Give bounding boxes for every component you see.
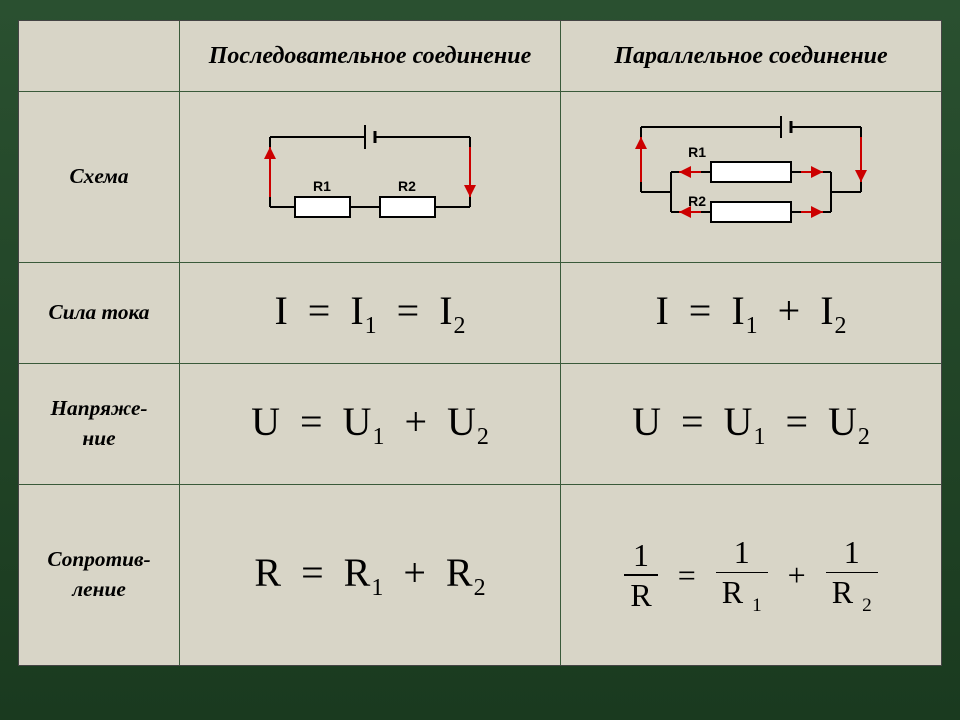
series-circuit-cell: R1 R2 — [180, 92, 560, 262]
parallel-circuit-diagram: R1 R2 — [611, 102, 891, 252]
header-series: Последовательное соединение — [180, 21, 560, 91]
series-r2-label: R2 — [398, 178, 416, 194]
formula-current-parallel-cell: I = I1 + I2 — [561, 263, 941, 363]
row-label-voltage: Напряже-ние — [19, 364, 179, 484]
formula-current-parallel: I = I1 + I2 — [655, 287, 846, 340]
formula-voltage-series: U = U1 + U2 — [251, 398, 489, 451]
formula-voltage-parallel-cell: U = U1 = U2 — [561, 364, 941, 484]
parallel-r2-label: R2 — [688, 193, 706, 209]
formula-resistance-parallel: 1 R = 1 R 1 + 1 R 2 — [618, 533, 883, 616]
formula-current-series: I = I1 = I2 — [274, 287, 465, 340]
series-circuit-diagram: R1 R2 — [240, 107, 500, 247]
formula-resistance-parallel-cell: 1 R = 1 R 1 + 1 R 2 — [561, 485, 941, 665]
row-label-current: Сила тока — [19, 263, 179, 363]
series-r1-label: R1 — [313, 178, 331, 194]
formula-resistance-series: R = R1 + R2 — [254, 549, 485, 602]
formula-resistance-series-cell: R = R1 + R2 — [180, 485, 560, 665]
corner-empty-cell — [19, 21, 179, 91]
parallel-r1-label: R1 — [688, 144, 706, 160]
row-label-resistance: Сопротив-ление — [19, 485, 179, 665]
row-label-schema: Схема — [19, 92, 179, 262]
formula-current-series-cell: I = I1 = I2 — [180, 263, 560, 363]
parallel-circuit-cell: R1 R2 — [561, 92, 941, 262]
formula-voltage-parallel: U = U1 = U2 — [632, 398, 870, 451]
formula-voltage-series-cell: U = U1 + U2 — [180, 364, 560, 484]
header-parallel: Параллельное соединение — [561, 21, 941, 91]
comparison-table: Последовательное соединение Параллельное… — [18, 20, 942, 666]
